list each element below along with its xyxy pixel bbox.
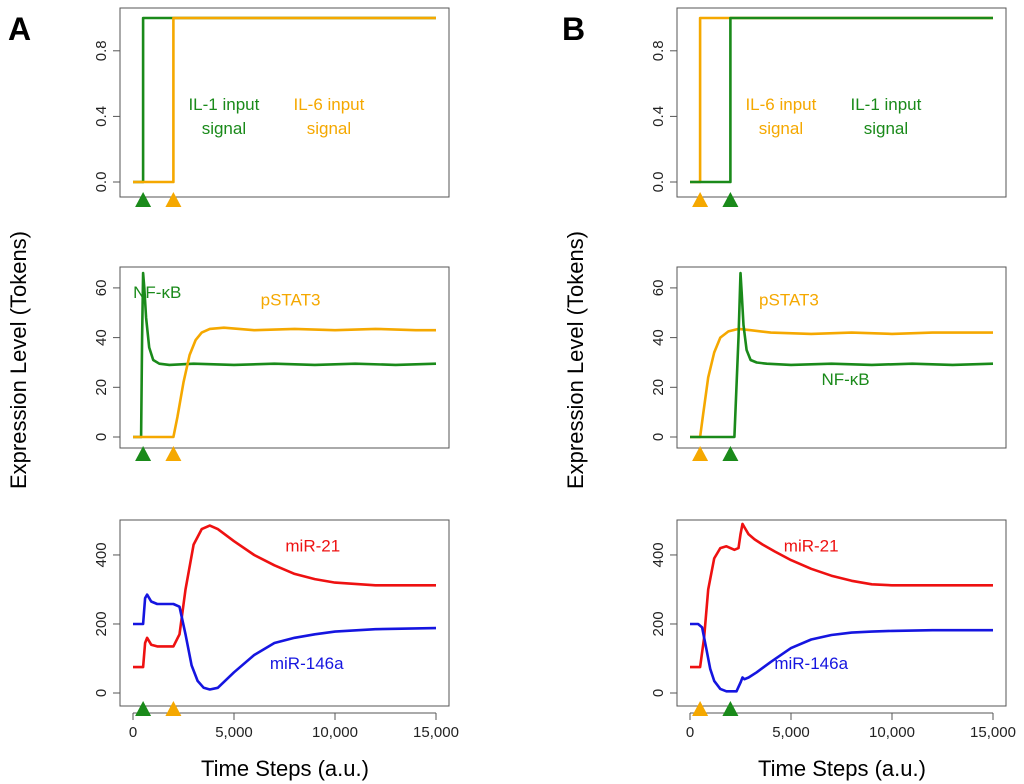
series-line-a-tf-nf-b xyxy=(133,271,437,439)
annotation-a-mir-0: miR-21 xyxy=(285,537,340,556)
y-tick-label-b-tf-2: 40 xyxy=(650,329,667,346)
x-tick-label-b-2: 10,000 xyxy=(869,724,915,741)
annotation-a-input-0: IL-1 input signal xyxy=(188,95,259,138)
series-line-b-input-il-1-input-signal xyxy=(690,16,993,184)
x-tick-label-b-3: 15,000 xyxy=(970,724,1016,741)
series-line-a-input-il-1-input-signal xyxy=(133,16,436,184)
marker-il6-a-mir xyxy=(165,701,182,716)
annotation-b-tf-0: pSTAT3 xyxy=(759,290,819,309)
annotation-b-tf-1: NF-κB xyxy=(821,370,869,389)
y-tick-label-b-mir-1: 200 xyxy=(650,611,667,636)
annotation-b-mir-1: miR-146a xyxy=(774,654,848,673)
y-tick-label-a-mir-1: 200 xyxy=(93,611,110,636)
annotation-b-input-0: IL-6 input signal xyxy=(745,95,816,138)
series-line-b-mir-mir-146a xyxy=(690,622,993,693)
y-tick-label-b-input-1: 0.4 xyxy=(650,106,667,127)
y-tick-label-a-tf-1: 20 xyxy=(93,379,110,396)
series-line-a-tf-pstat3 xyxy=(133,326,436,439)
x-axis-title-a: Time Steps (a.u.) xyxy=(201,756,369,781)
annotation-a-tf-0: NF-κB xyxy=(133,283,181,302)
series-line-b-input-il-6-input-signal xyxy=(690,16,993,184)
marker-il1-b-tf xyxy=(722,446,739,461)
y-axis-b-mir: 0 200 400 xyxy=(650,542,677,697)
y-axis-title-b: Expression Level (Tokens) xyxy=(563,231,588,489)
y-axis-title-a: Expression Level (Tokens) xyxy=(6,231,31,489)
annotation-b-input-1: IL-1 input signal xyxy=(850,95,921,138)
marker-il6-a-tf xyxy=(165,446,182,461)
y-tick-label-b-mir-2: 400 xyxy=(650,542,667,567)
x-tick-label-a-3: 15,000 xyxy=(413,724,459,741)
y-tick-label-b-input-2: 0.8 xyxy=(650,40,667,61)
panel-letter-b: B xyxy=(562,11,585,47)
y-tick-label-a-mir-0: 0 xyxy=(93,689,110,697)
plot-frame-b-tf xyxy=(676,266,1007,449)
annotation-a-input-1: IL-6 input signal xyxy=(293,95,364,138)
y-tick-label-a-mir-2: 400 xyxy=(93,542,110,567)
plot-frame-a-mir xyxy=(119,519,450,707)
plot-frame-a-input xyxy=(119,7,450,198)
plot-layer: 0.0 0.4 0.8 IL-1 input signal IL-6 input signa… xyxy=(93,7,1007,716)
annotation-b-mir-0: miR-21 xyxy=(784,537,839,556)
series-line-a-mir-mir-21 xyxy=(133,524,436,669)
marker-il1-a-tf xyxy=(135,446,152,461)
series-line-a-mir-mir-146a xyxy=(133,593,437,691)
series-line-b-mir-mir-21 xyxy=(690,522,993,669)
x-axis-title-b: Time Steps (a.u.) xyxy=(758,756,926,781)
y-axis-b-input: 0.0 0.4 0.8 xyxy=(650,40,677,192)
x-tick-label-a-2: 10,000 xyxy=(312,724,358,741)
marker-il1-a-mir xyxy=(135,701,152,716)
marker-il1-a-input xyxy=(135,192,152,207)
marker-il1-b-input xyxy=(722,192,739,207)
plot-frame-a-tf xyxy=(119,266,450,449)
series-line-a-input-il-6-input-signal xyxy=(133,16,436,184)
x-tick-label-a-1: 5,000 xyxy=(215,724,253,741)
y-tick-label-b-tf-0: 0 xyxy=(650,433,667,441)
marker-il6-b-input xyxy=(692,192,709,207)
plot-frame-b-input xyxy=(676,7,1007,198)
x-tick-label-b-1: 5,000 xyxy=(772,724,810,741)
y-axis-a-mir: 0 200 400 xyxy=(93,542,120,697)
marker-il6-b-tf xyxy=(692,446,709,461)
x-tick-label-b-0: 0 xyxy=(686,724,694,741)
y-axis-b-tf: 0 20 40 60 xyxy=(650,280,677,441)
series-line-b-tf-nf-b xyxy=(690,271,994,439)
marker-il6-a-input xyxy=(165,192,182,207)
y-tick-label-a-input-2: 0.8 xyxy=(93,40,110,61)
y-tick-label-a-input-1: 0.4 xyxy=(93,106,110,127)
panel-letter-a: A xyxy=(8,11,31,47)
y-axis-a-tf: 0 20 40 60 xyxy=(93,280,120,441)
y-tick-label-a-input-0: 0.0 xyxy=(93,172,110,193)
plot-frame-b-mir xyxy=(676,519,1007,707)
y-tick-label-a-tf-2: 40 xyxy=(93,329,110,346)
x-tick-label-a-0: 0 xyxy=(129,724,137,741)
marker-il1-b-mir xyxy=(722,701,739,716)
y-tick-label-b-tf-3: 60 xyxy=(650,280,667,297)
annotation-a-mir-1: miR-146a xyxy=(270,654,344,673)
y-tick-label-b-tf-1: 20 xyxy=(650,379,667,396)
y-tick-label-a-tf-3: 60 xyxy=(93,280,110,297)
y-axis-a-input: 0.0 0.4 0.8 xyxy=(93,40,120,192)
y-tick-label-b-mir-0: 0 xyxy=(650,689,667,697)
y-tick-label-a-tf-0: 0 xyxy=(93,433,110,441)
annotation-a-tf-1: pSTAT3 xyxy=(261,290,321,309)
marker-il6-b-mir xyxy=(692,701,709,716)
y-tick-label-b-input-0: 0.0 xyxy=(650,172,667,193)
